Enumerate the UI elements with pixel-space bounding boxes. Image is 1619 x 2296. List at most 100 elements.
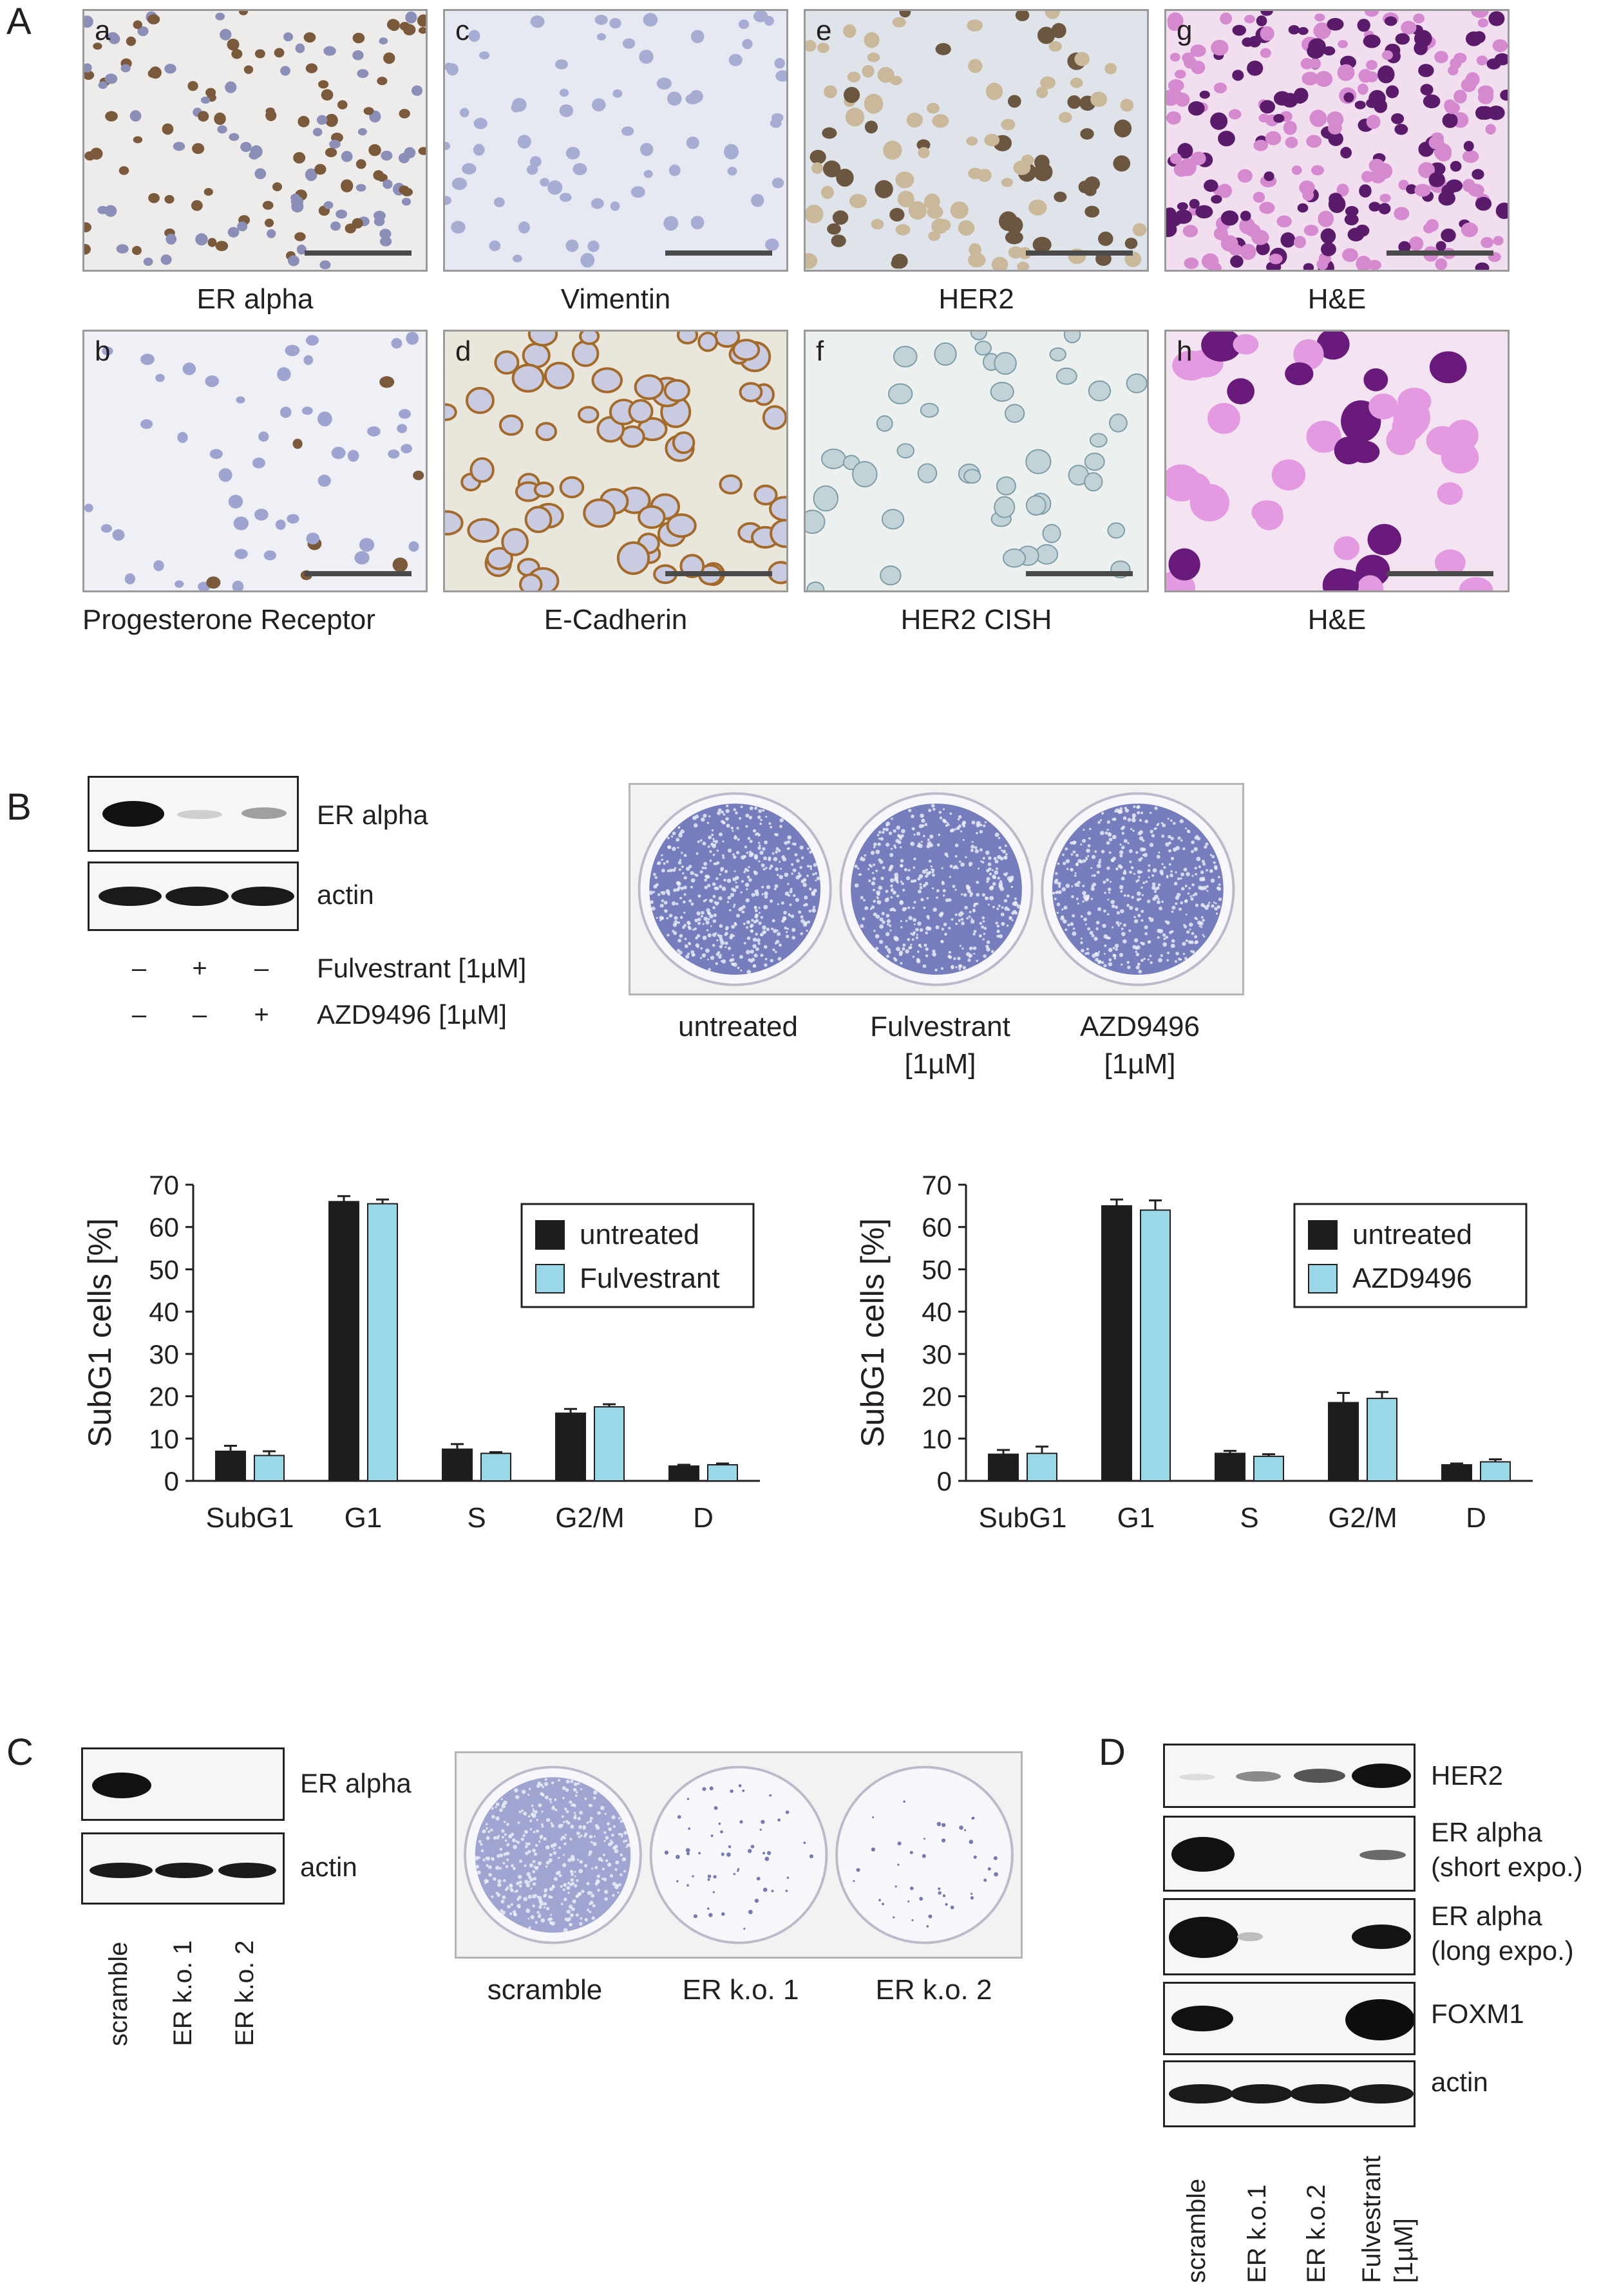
colony-dot (721, 1852, 724, 1856)
micrograph-letter: f (816, 335, 824, 367)
colony-dot (1122, 939, 1127, 944)
y-tick-label: 50 (149, 1254, 179, 1284)
cell (573, 163, 587, 176)
colony-dot (545, 1861, 550, 1865)
cell (889, 207, 905, 222)
colony-dot (692, 928, 695, 931)
colony-dot (524, 1845, 528, 1849)
colony-dot (1185, 939, 1188, 942)
colony-dot (772, 948, 775, 952)
colony-dot (518, 1874, 522, 1879)
cell (84, 63, 92, 73)
cell (639, 142, 654, 156)
sign: – (192, 1001, 207, 1029)
colony-dot (998, 881, 1003, 887)
colony-dot (686, 867, 690, 871)
colony-dot (1206, 890, 1209, 892)
panel-d-letter: D (1099, 1731, 1126, 1773)
colony-dot (537, 1781, 541, 1785)
colony-dot (709, 1786, 714, 1791)
colony-dot (543, 1902, 547, 1906)
colony-dot (804, 903, 808, 907)
colony-dot (589, 1834, 593, 1839)
colony-dot (897, 840, 902, 844)
colony-dot (1086, 849, 1090, 853)
colony-dot (775, 867, 779, 871)
colony-dot (870, 865, 873, 868)
micrograph-letter: b (95, 335, 111, 367)
colony-dot (614, 1849, 619, 1854)
x-tick-label: G1 (1117, 1502, 1155, 1534)
legend-swatch (535, 1220, 565, 1250)
cell (1398, 241, 1411, 253)
cell (969, 243, 981, 256)
cell (314, 164, 327, 175)
colony-dot (727, 848, 732, 853)
cell (1453, 53, 1467, 64)
colony-dot (923, 1838, 925, 1840)
colony-dot (532, 1904, 535, 1908)
cell (591, 367, 623, 393)
y-tick-label: 0 (937, 1466, 952, 1496)
colony-dot (746, 875, 750, 879)
colony-dot (1161, 834, 1165, 838)
x-tick-label: G2/M (1328, 1502, 1397, 1534)
colony-dot (737, 838, 740, 841)
colony-dot (562, 1888, 565, 1891)
blot-d-actin (1163, 2060, 1415, 2127)
colony-dot (962, 839, 965, 842)
colony-dot (665, 860, 669, 863)
colony-dot (911, 814, 914, 818)
colony-dot (712, 843, 716, 849)
colony-dot (682, 872, 685, 875)
colony-dot (1098, 950, 1101, 954)
colony-dot (1158, 851, 1160, 854)
cell (877, 67, 895, 83)
colony-dot (1185, 913, 1188, 916)
colony-dot (795, 875, 800, 880)
colony-dot (681, 865, 684, 869)
cell (836, 169, 854, 187)
colony-dot (1149, 811, 1152, 814)
cell (1067, 95, 1081, 109)
cell (321, 89, 334, 101)
colony-dot (1079, 860, 1084, 864)
colony-dot (876, 897, 879, 899)
cell (118, 166, 129, 175)
cell (406, 332, 419, 345)
colony-dot (905, 919, 908, 923)
cell (663, 216, 679, 231)
cell (1368, 158, 1385, 173)
colony-dot (936, 843, 940, 847)
colony-dot (661, 890, 666, 896)
colony-dot (885, 889, 889, 893)
colony-dot (905, 949, 909, 954)
colony-dot (612, 1881, 617, 1887)
colony-dot (918, 824, 923, 829)
colony-dot (702, 923, 705, 925)
cell (1002, 548, 1027, 568)
plates-b-image (629, 783, 1244, 995)
colony-dot (527, 1794, 530, 1796)
colony-dot (696, 852, 699, 855)
colony-dot (717, 811, 721, 815)
colony-dot (1141, 894, 1144, 896)
colony-dot (919, 886, 923, 890)
colony-dot (532, 1808, 535, 1811)
colony-dot (706, 908, 710, 912)
micrograph-caption: Vimentin (560, 283, 671, 315)
cell (105, 111, 118, 122)
colony-dot (968, 915, 971, 918)
colony-dot (790, 887, 793, 891)
cell (591, 198, 604, 209)
y-tick-label: 0 (164, 1466, 179, 1496)
colony-dot (1198, 925, 1201, 927)
colony-dot (548, 1858, 553, 1863)
cell (1018, 247, 1032, 259)
colony-dot (911, 932, 915, 936)
colony-dot (715, 887, 719, 890)
colony-dot (949, 864, 953, 869)
colony-dot (607, 1842, 612, 1847)
colony-dot (910, 932, 913, 936)
cell (554, 59, 569, 70)
